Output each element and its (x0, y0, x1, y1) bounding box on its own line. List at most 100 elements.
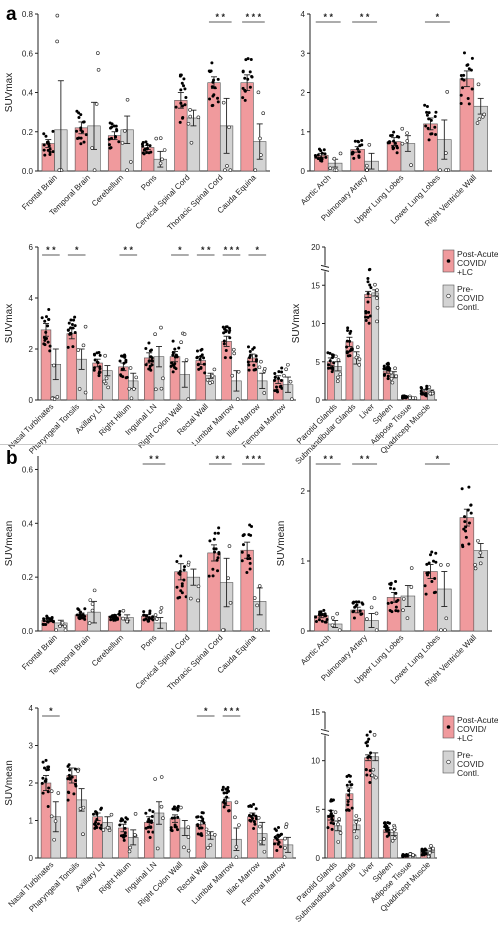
data-point (95, 818, 99, 822)
data-point (222, 342, 226, 346)
data-point (228, 326, 232, 330)
data-point (345, 783, 349, 787)
data-point (148, 364, 152, 368)
data-point (392, 587, 396, 591)
data-point (370, 773, 375, 778)
data-point (259, 628, 263, 632)
data-point (325, 617, 329, 621)
data-point (79, 142, 83, 146)
data-point (67, 763, 71, 767)
data-point (257, 365, 262, 370)
bar-covid (207, 552, 221, 632)
data-point (432, 559, 436, 563)
data-point (434, 132, 438, 136)
data-point (125, 168, 129, 173)
data-point (42, 132, 46, 136)
data-point (392, 130, 396, 134)
y-tick-label: 5 (316, 805, 321, 814)
data-point (206, 846, 210, 850)
data-point (332, 361, 336, 365)
data-point (409, 163, 413, 167)
data-point (426, 854, 431, 859)
data-point (226, 576, 231, 580)
data-point (66, 777, 70, 781)
data-point (386, 361, 390, 365)
data-point (213, 531, 217, 535)
data-point (41, 776, 45, 780)
significance-marker: * * * (246, 454, 262, 464)
data-point (49, 814, 54, 819)
data-point (409, 585, 414, 589)
data-point (233, 815, 237, 820)
data-point (322, 148, 326, 152)
bar-covid (364, 757, 372, 859)
data-point (360, 138, 364, 142)
data-point (382, 373, 386, 377)
data-point (282, 855, 287, 860)
data-point (478, 550, 483, 555)
data-point (368, 781, 372, 785)
data-point (67, 321, 71, 325)
data-point (113, 618, 117, 622)
data-point (148, 835, 152, 839)
data-point (382, 364, 386, 368)
data-point (334, 354, 338, 359)
data-point (426, 571, 430, 575)
data-point (385, 365, 389, 369)
data-point (123, 831, 127, 835)
data-point (314, 619, 318, 623)
data-point (159, 804, 164, 809)
data-point (390, 601, 394, 605)
data-point (290, 397, 294, 402)
data-point (46, 804, 50, 808)
data-point (330, 827, 334, 831)
data-point (278, 845, 282, 849)
data-point (327, 815, 331, 819)
data-point (282, 373, 286, 378)
y-tick-label: 0 (316, 854, 321, 863)
data-point (273, 371, 277, 375)
data-point (48, 349, 52, 353)
data-point (232, 351, 236, 356)
data-point (120, 141, 125, 145)
data-point (424, 124, 428, 128)
data-point (213, 86, 217, 90)
data-point (375, 305, 380, 310)
panel-label-a: a (6, 4, 17, 25)
data-point (94, 102, 99, 106)
data-point (460, 77, 464, 81)
data-point (195, 356, 199, 360)
legend-label-covid: Post-Acute (457, 249, 498, 259)
data-point (322, 608, 326, 612)
data-point (364, 741, 368, 745)
data-point (169, 826, 173, 830)
data-point (357, 150, 361, 154)
data-point (433, 125, 437, 129)
y-tick-label: 0.6 (22, 465, 34, 474)
data-point (162, 148, 167, 152)
data-point (227, 544, 232, 548)
data-point (170, 816, 174, 820)
data-point (92, 368, 96, 372)
data-point (389, 376, 394, 381)
data-point (118, 610, 122, 614)
data-point (354, 814, 359, 818)
significance-marker: * * (323, 12, 333, 22)
data-point (154, 387, 158, 392)
data-point (280, 370, 284, 374)
y-tick-label: 2 (29, 779, 34, 788)
data-point (147, 341, 151, 345)
data-point (79, 136, 83, 140)
data-point (93, 826, 97, 830)
data-point (365, 163, 369, 168)
data-point (48, 147, 52, 151)
data-point (226, 786, 230, 790)
data-point (78, 806, 83, 811)
data-point (241, 86, 245, 90)
data-point (53, 819, 58, 823)
data-point (125, 817, 129, 821)
data-point (60, 620, 65, 625)
data-point (44, 315, 48, 319)
